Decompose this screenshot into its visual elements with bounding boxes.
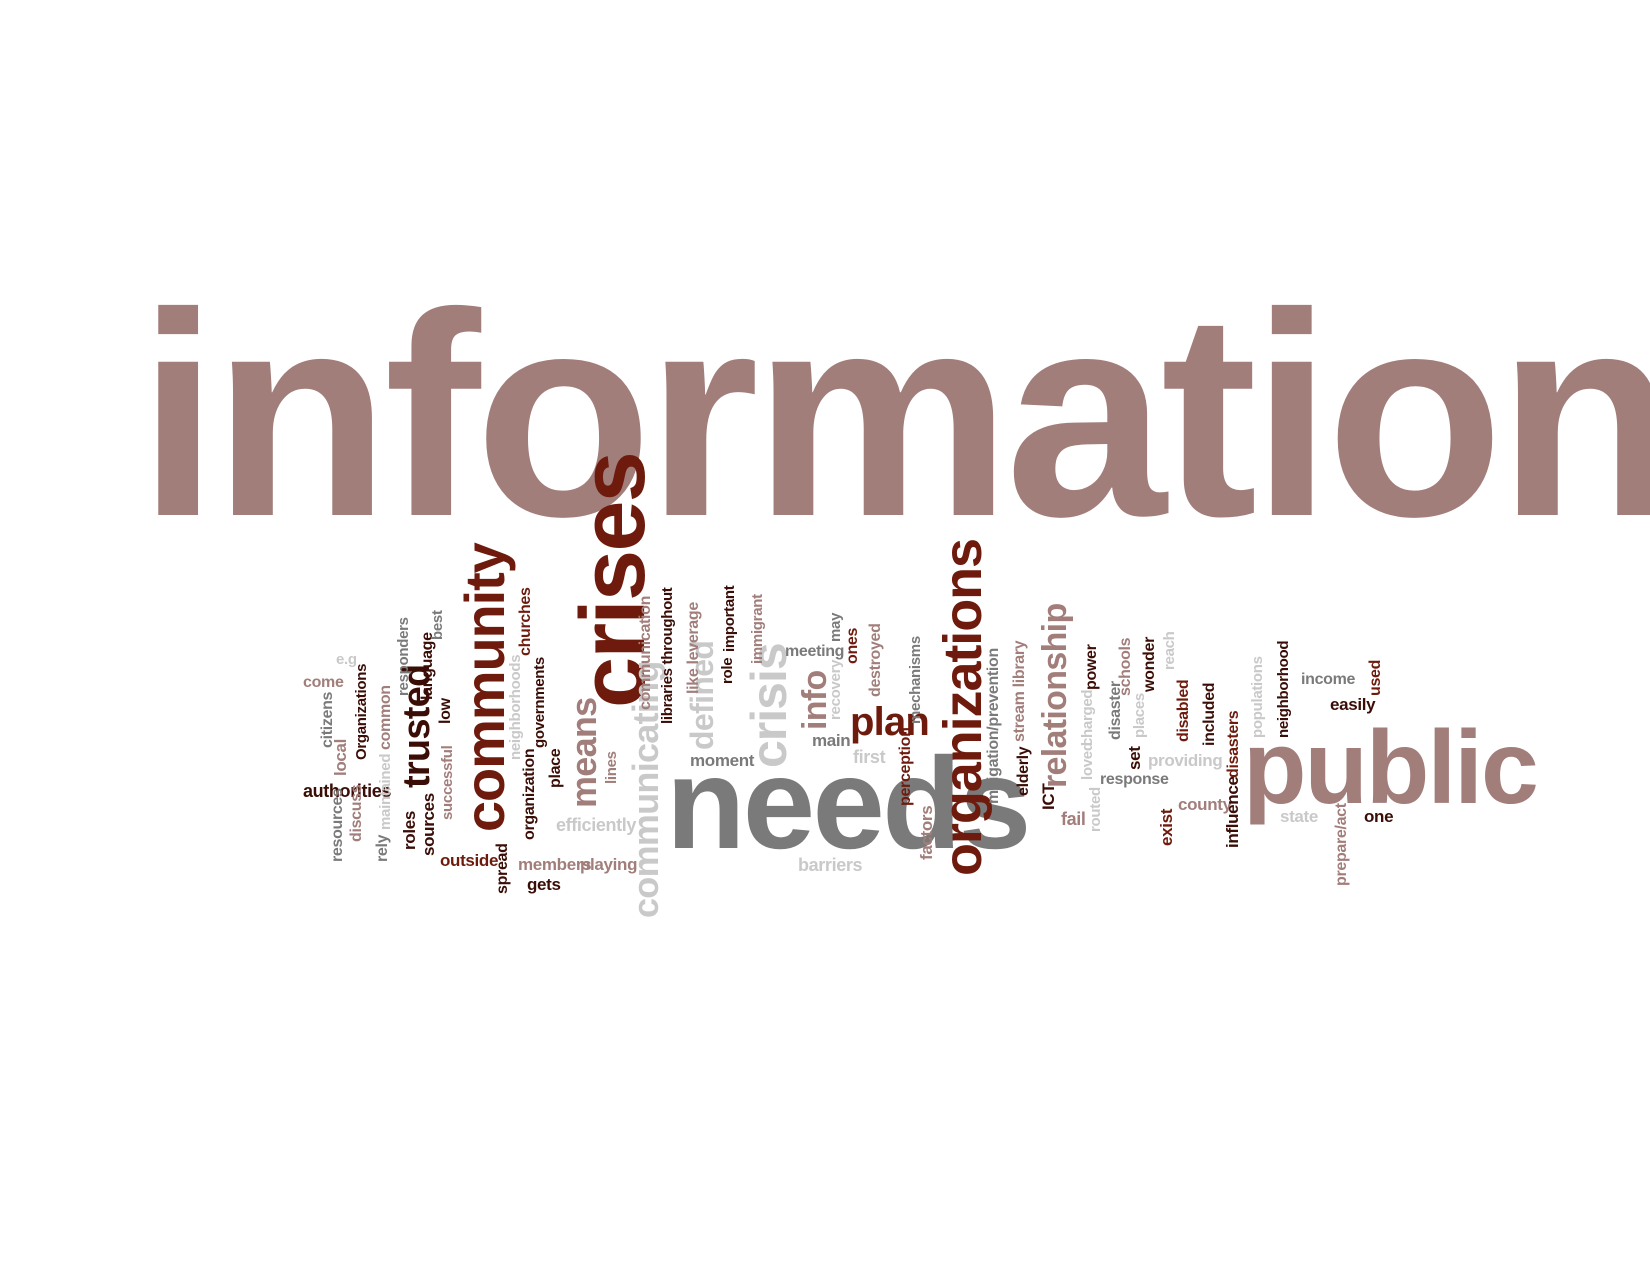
word-gets: gets	[527, 875, 561, 894]
word-e-g: e.g	[336, 651, 357, 668]
word-organizations: organizations	[933, 539, 993, 876]
word-maintained: maintained	[377, 753, 394, 830]
word-efficiently: efficiently	[556, 815, 637, 835]
word-prepare-act: prepare/act	[1333, 803, 1350, 886]
word-rely: rely	[374, 834, 391, 862]
word-perception: perception	[897, 727, 914, 806]
word-organizations: Organizations	[353, 663, 370, 760]
word-schools: schools	[1117, 637, 1134, 696]
word-roles: roles	[400, 811, 419, 850]
word-common: common	[377, 685, 394, 750]
word-needs: needs	[666, 730, 1031, 876]
word-public: public	[1243, 710, 1539, 826]
word-neighborhoods: neighborhoods	[507, 654, 524, 760]
word-power: power	[1083, 644, 1100, 690]
word-authorities: authorities	[303, 781, 392, 801]
word-disasters: disasters	[1225, 710, 1242, 778]
word-spread: spread	[494, 843, 511, 894]
word-successful: successful	[439, 745, 456, 820]
word-relationship: relationship	[1036, 603, 1074, 788]
word-ones: ones	[844, 627, 861, 664]
word-charged: charged	[1079, 689, 1096, 746]
word-organization: organization	[521, 748, 538, 840]
word-providing: providing	[1148, 751, 1223, 770]
word-plan: plan	[850, 700, 930, 744]
word-meeting: meeting	[785, 643, 845, 660]
word-means: means	[563, 697, 604, 808]
word-churches: churches	[517, 587, 534, 656]
word-like-leverage: like leverage	[685, 602, 702, 694]
word-barriers: barriers	[798, 855, 863, 875]
word-mitigation-prevention: mitigation/prevention	[985, 648, 1002, 804]
word-places: places	[1131, 693, 1148, 738]
word-fail: fail	[1061, 809, 1086, 829]
word-best: best	[429, 610, 446, 640]
word-members: members	[518, 855, 592, 874]
word-influence: influence	[1223, 776, 1242, 848]
word-lines: lines	[603, 751, 620, 784]
word-elderly: elderly	[1015, 746, 1032, 796]
word-used: used	[1367, 659, 1384, 696]
word-recovery: recovery	[827, 659, 844, 720]
word-county: county	[1178, 795, 1232, 814]
word-set: set	[1125, 746, 1144, 770]
word-response: response	[1100, 771, 1169, 788]
word-disabled: disabled	[1175, 679, 1192, 742]
word-come: come	[303, 674, 344, 691]
word-resources: resources	[329, 788, 346, 862]
word-state: state	[1280, 807, 1318, 826]
word-place: place	[547, 748, 564, 788]
word-main: main	[812, 731, 851, 750]
word-loved: loved	[1079, 742, 1096, 780]
word-destroyed: destroyed	[867, 623, 884, 697]
word-one: one	[1364, 807, 1394, 826]
word-routed: routed	[1087, 787, 1104, 832]
word-information: information	[138, 253, 1650, 577]
word-easily: easily	[1330, 695, 1376, 714]
word-sources: sources	[419, 793, 438, 856]
word-local: local	[331, 738, 350, 776]
word-moment: moment	[690, 751, 755, 770]
word-neighborhood: neighborhood	[1275, 640, 1292, 738]
word-reach: reach	[1161, 631, 1178, 670]
word-community: community	[453, 543, 516, 832]
word-low: low	[437, 698, 454, 724]
word-immigrant: immigrant	[749, 594, 766, 664]
word-populations: populations	[1249, 656, 1266, 738]
word-included: included	[1201, 682, 1218, 746]
word-language: language	[419, 632, 436, 700]
word-responders: responders	[395, 617, 412, 696]
word-mechanisms: mechanisms	[907, 636, 924, 724]
word-playing: playing	[580, 855, 638, 874]
word-libraries-throughout: libraries throughout	[659, 587, 676, 724]
word-first: first	[853, 747, 886, 767]
word-governments: governments	[531, 657, 548, 748]
word-ict: ICT	[1039, 783, 1058, 810]
word-factors: factors	[917, 805, 936, 860]
word-wonder: wonder	[1141, 637, 1158, 692]
word-income: income	[1301, 671, 1356, 688]
word-discuss: discuss	[348, 784, 365, 842]
word-important: important	[721, 585, 738, 652]
word-stream-library: stream library	[1011, 640, 1028, 742]
word-communication: communication	[637, 595, 654, 710]
word-exist: exist	[1157, 808, 1176, 846]
word-outside: outside	[440, 851, 499, 870]
word-may: may	[827, 612, 844, 642]
word-role: role	[719, 657, 736, 684]
